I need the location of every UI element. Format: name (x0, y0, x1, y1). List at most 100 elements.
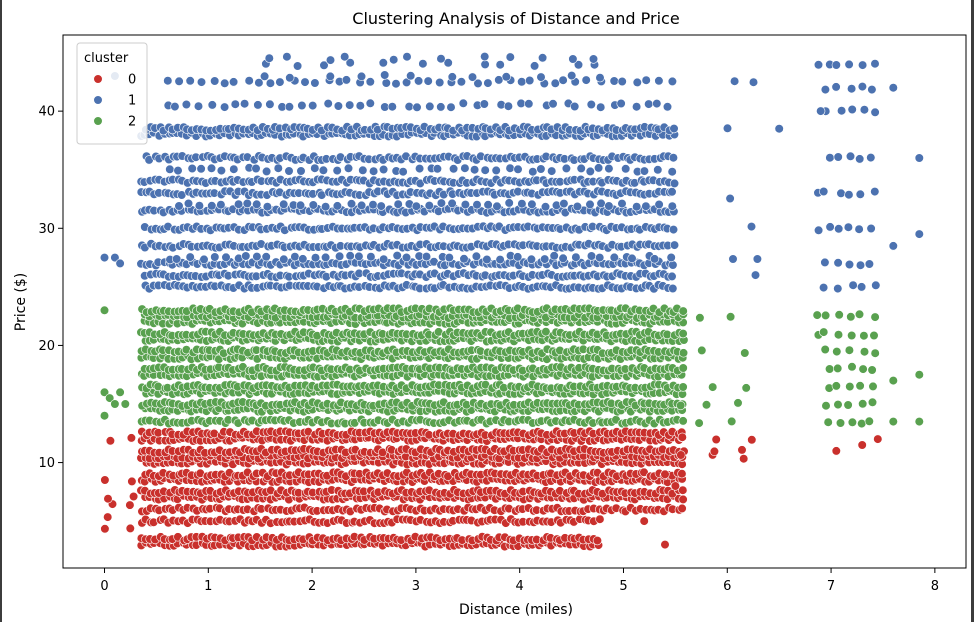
point-cluster-1 (668, 283, 678, 294)
point-cluster-1 (558, 253, 568, 263)
point-cluster-1 (536, 164, 546, 174)
point-cluster-1 (381, 78, 391, 88)
legend-marker-0 (93, 74, 103, 84)
point-cluster-1 (379, 254, 389, 264)
point-cluster-0 (639, 516, 649, 526)
point-cluster-0 (739, 454, 749, 464)
point-cluster-1 (641, 75, 651, 85)
point-cluster-0 (677, 503, 687, 514)
point-cluster-1 (297, 100, 307, 111)
point-cluster-1 (632, 77, 642, 87)
point-cluster-1 (558, 75, 568, 85)
x-tick-label: 5 (619, 579, 627, 594)
point-cluster-1 (505, 52, 515, 62)
point-cluster-2 (678, 416, 688, 426)
point-cluster-1 (199, 254, 209, 264)
point-cluster-1 (393, 199, 403, 209)
point-cluster-1 (855, 189, 865, 199)
point-cluster-0 (103, 512, 113, 522)
point-cluster-1 (404, 101, 414, 112)
point-cluster-0 (125, 500, 135, 510)
point-cluster-2 (870, 312, 880, 322)
point-cluster-1 (284, 102, 295, 112)
point-cluster-1 (265, 78, 276, 88)
point-cluster-0 (676, 450, 686, 460)
point-cluster-1 (323, 98, 333, 109)
point-cluster-1 (483, 78, 493, 88)
point-cluster-1 (668, 260, 678, 270)
point-cluster-2 (888, 376, 898, 386)
point-cluster-1 (251, 163, 261, 174)
point-cluster-1 (593, 163, 604, 173)
point-cluster-1 (435, 77, 445, 88)
point-cluster-1 (495, 255, 505, 265)
point-cluster-1 (252, 199, 262, 209)
point-cluster-1 (495, 60, 505, 70)
point-cluster-2 (857, 419, 867, 429)
point-cluster-1 (536, 72, 546, 82)
legend-label-0: 0 (128, 73, 136, 88)
point-cluster-1 (325, 55, 336, 65)
point-cluster-1 (813, 225, 824, 235)
point-cluster-1 (406, 71, 416, 81)
point-cluster-1 (609, 252, 619, 262)
point-cluster-2 (701, 400, 712, 410)
point-cluster-1 (729, 76, 740, 86)
point-cluster-2 (914, 370, 924, 380)
point-cluster-1 (540, 254, 550, 264)
point-cluster-2 (867, 397, 878, 407)
point-cluster-0 (677, 469, 687, 479)
point-cluster-1 (436, 54, 446, 64)
point-cluster-1 (654, 76, 664, 86)
point-cluster-2 (859, 347, 870, 357)
point-cluster-1 (262, 166, 272, 176)
point-cluster-1 (170, 101, 180, 112)
point-cluster-1 (604, 164, 614, 174)
point-cluster-1 (870, 107, 880, 117)
point-cluster-1 (866, 153, 876, 163)
point-cluster-1 (325, 71, 335, 81)
point-cluster-2 (843, 400, 853, 410)
point-cluster-1 (831, 60, 841, 70)
point-cluster-2 (708, 382, 718, 392)
point-cluster-1 (836, 188, 846, 198)
point-cluster-1 (631, 102, 642, 112)
point-cluster-1 (834, 224, 844, 234)
point-cluster-1 (220, 78, 230, 88)
x-tick-label: 7 (827, 579, 835, 594)
data-points (99, 51, 924, 552)
point-cluster-1 (253, 100, 263, 110)
point-cluster-1 (340, 52, 350, 62)
point-cluster-0 (831, 446, 841, 456)
x-tick-label: 8 (931, 579, 939, 594)
point-cluster-1 (357, 200, 367, 210)
point-cluster-2 (115, 387, 125, 397)
point-cluster-1 (888, 241, 898, 251)
point-cluster-2 (823, 417, 833, 427)
point-cluster-1 (774, 124, 784, 134)
point-cluster-1 (818, 283, 829, 293)
point-cluster-1 (187, 163, 197, 174)
point-cluster-1 (504, 198, 514, 208)
point-cluster-1 (585, 199, 595, 209)
point-cluster-1 (207, 100, 217, 110)
point-cluster-2 (678, 363, 688, 373)
point-cluster-1 (401, 252, 412, 263)
point-cluster-1 (444, 253, 454, 263)
point-cluster-1 (559, 199, 569, 209)
point-cluster-1 (517, 199, 527, 209)
point-cluster-2 (733, 398, 743, 408)
point-cluster-1 (669, 124, 679, 134)
point-cluster-2 (820, 310, 831, 321)
point-cluster-1 (181, 99, 191, 110)
point-cluster-1 (229, 77, 239, 87)
point-cluster-1 (378, 58, 388, 68)
y-tick-label: 30 (38, 222, 55, 237)
point-cluster-2 (833, 400, 843, 410)
point-cluster-1 (666, 252, 676, 263)
point-cluster-1 (654, 199, 664, 210)
point-cluster-1 (99, 253, 110, 263)
point-cluster-1 (825, 153, 835, 163)
point-cluster-1 (415, 164, 425, 174)
